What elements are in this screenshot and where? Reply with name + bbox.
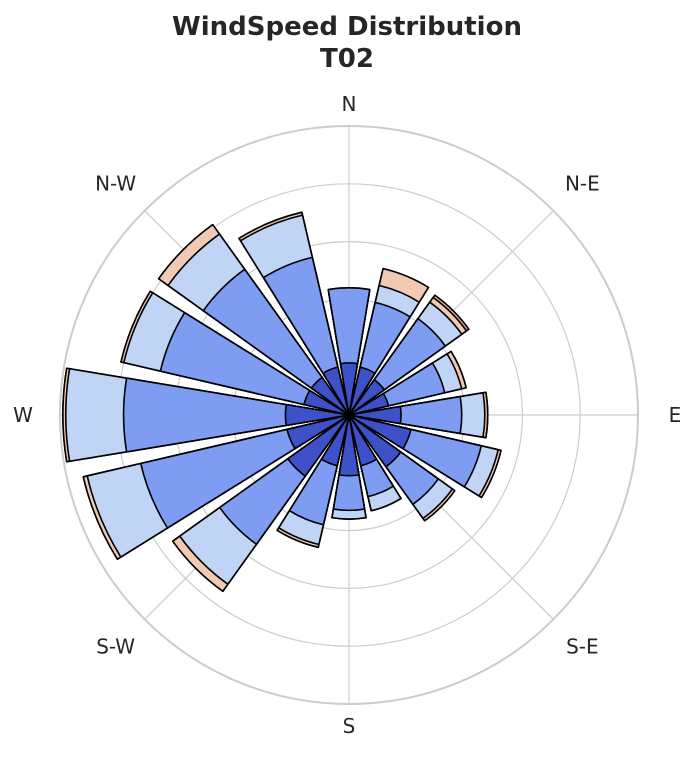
wind-bar xyxy=(122,377,350,453)
direction-labels: N N-E E S-E S S-W W N-W xyxy=(13,92,681,738)
wind-bar xyxy=(322,366,350,416)
direction-label-w: W xyxy=(13,403,33,427)
wind-bar xyxy=(348,414,412,450)
direction-label-n-e: N-E xyxy=(565,172,600,196)
direction-label-n-w: N-W xyxy=(95,172,136,196)
chart-title: WindSpeed Distribution xyxy=(172,12,522,42)
wind-bar xyxy=(348,395,463,435)
wind-bar xyxy=(327,287,371,416)
direction-label-n: N xyxy=(342,92,357,116)
wind-bar xyxy=(348,405,402,425)
wind-bar xyxy=(348,414,402,468)
windrose-bars xyxy=(62,211,502,593)
wind-bar xyxy=(286,414,350,450)
wind-bar xyxy=(202,268,350,416)
wind-bar xyxy=(348,366,376,416)
wind-bar xyxy=(320,414,350,467)
direction-label-s-w: S-W xyxy=(96,634,135,658)
wind-bar xyxy=(159,311,350,416)
wind-bar xyxy=(284,403,350,427)
wind-bar xyxy=(348,392,390,416)
wind-bar xyxy=(339,362,359,416)
direction-label-e: E xyxy=(669,403,682,427)
wind-bar xyxy=(310,376,350,416)
direction-label-s: S xyxy=(343,714,356,738)
wind-bar xyxy=(338,414,360,477)
wind-bar xyxy=(287,414,350,477)
wind-bar xyxy=(348,378,386,416)
wind-bar xyxy=(303,389,350,416)
wind-bar xyxy=(348,414,378,467)
direction-label-s-e: S-E xyxy=(566,634,599,658)
chart-subtitle: T02 xyxy=(320,44,374,74)
